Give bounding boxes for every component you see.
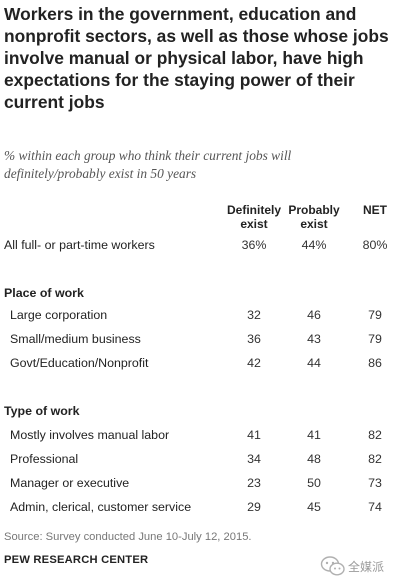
column-header-line-1: NET [363,203,387,217]
organization-credit: PEW RESEARCH CENTER [4,554,149,566]
section-heading-type-of-work: Type of work [4,404,80,418]
value-probably-exist: 41 [307,428,321,442]
value-definitely-exist: 41 [247,428,261,442]
watermark: 全媒派 [320,554,402,582]
table-row-overall: All full- or part-time workers 36% 44% 8… [0,235,405,255]
chart-title: Workers in the government, education and… [4,4,389,112]
value-probably-exist: 46 [307,308,321,322]
value-net: 82 [368,428,382,442]
value-probably-exist: 50 [307,476,321,490]
row-label: Govt/Education/Nonprofit [10,356,149,370]
row-label: Small/medium business [10,332,141,346]
chart-subtitle: % within each group who think their curr… [4,147,402,183]
value-probably-exist: 48 [307,452,321,466]
value-definitely-exist: 34 [247,452,261,466]
table-row: Admin, clerical, customer service 29 45 … [0,497,405,517]
column-header-probably-exist: Probably exist [282,203,346,231]
column-header-definitely-exist: Definitely exist [222,203,286,231]
table-row: Small/medium business 36 43 79 [0,329,405,349]
table-row: Large corporation 32 46 79 [0,305,405,325]
value-definitely-exist: 36 [247,332,261,346]
value-probably-exist: 43 [307,332,321,346]
subtitle-line-2: definitely/probably exist in 50 years [4,166,197,181]
row-label: Mostly involves manual labor [10,428,170,442]
section-heading-place-of-work: Place of work [4,286,84,300]
row-label: Professional [10,452,79,466]
row-label: All full- or part-time workers [4,238,155,252]
subtitle-line-1: % within each group who think their curr… [4,148,292,163]
table-row: Manager or executive 23 50 73 [0,473,405,493]
value-net: 82 [368,452,382,466]
column-header-net: NET [350,203,400,217]
value-net: 74 [368,500,382,514]
watermark-text: 全媒派 [348,560,385,574]
value-definitely-exist: 32 [247,308,261,322]
value-net: 80% [362,238,388,252]
value-probably-exist: 44% [301,238,327,252]
table-row: Mostly involves manual labor 41 41 82 [0,425,405,445]
row-label: Manager or executive [10,476,130,490]
value-net: 79 [368,332,382,346]
value-net: 73 [368,476,382,490]
column-header-line-2: exist [240,217,268,231]
chat-bubble-icon [320,556,345,576]
value-probably-exist: 44 [307,356,321,370]
table-row: Govt/Education/Nonprofit 42 44 86 [0,353,405,373]
value-probably-exist: 45 [307,500,321,514]
column-header-line-1: Definitely [226,203,281,217]
value-net: 79 [368,308,382,322]
value-definitely-exist: 42 [247,356,261,370]
column-header-line-1: Probably [288,203,340,217]
column-header-line-2: exist [300,217,328,231]
value-definitely-exist: 29 [247,500,261,514]
row-label: Large corporation [10,308,108,322]
row-label: Admin, clerical, customer service [10,500,192,514]
table-row: Professional 34 48 82 [0,449,405,469]
value-definitely-exist: 36% [241,238,267,252]
value-definitely-exist: 23 [247,476,261,490]
value-net: 86 [368,356,382,370]
source-note: Source: Survey conducted June 10-July 12… [4,531,252,543]
